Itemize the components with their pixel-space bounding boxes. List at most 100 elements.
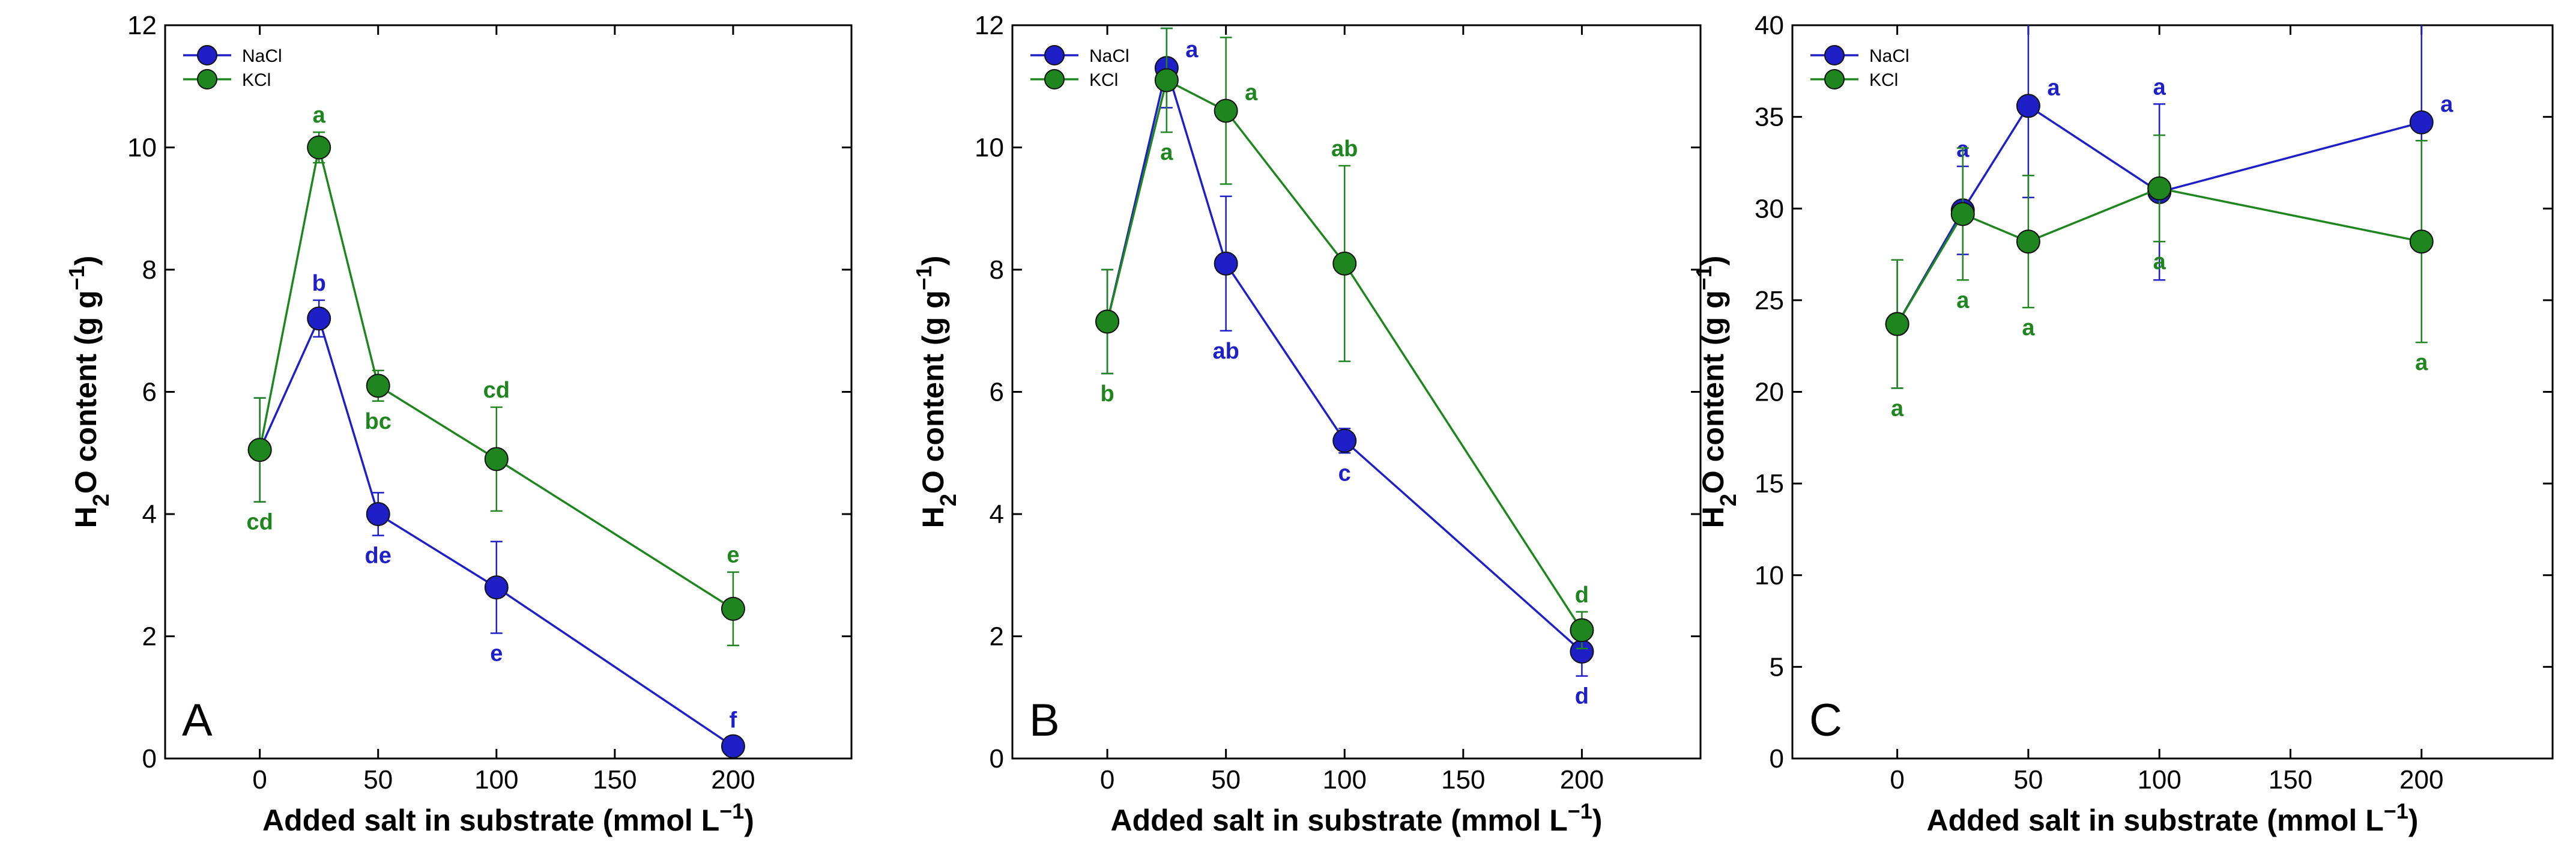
- legend-marker-NaCl: [197, 45, 217, 65]
- data-point-NaCl: [1214, 251, 1238, 276]
- data-point-KCl: [721, 596, 745, 621]
- y-tick-label: 4: [142, 500, 157, 529]
- y-tick-label: 25: [1755, 286, 1784, 315]
- legend-label-NaCl: NaCl: [1089, 46, 1129, 66]
- data-point-KCl: [2409, 229, 2434, 254]
- legend: NaCl KCl: [1030, 45, 1129, 90]
- significance-letter: a: [2440, 92, 2454, 117]
- data-point-KCl: [1154, 68, 1179, 92]
- y-axis-title: H2O content (g g−1): [1692, 256, 1742, 528]
- plot-frame: [1011, 24, 1702, 760]
- panel-letter: C: [1809, 695, 1842, 746]
- legend-marker-KCl: [197, 69, 217, 89]
- x-axis-title: Added salt in substrate (mmol L−1): [1111, 799, 1603, 838]
- y-tick-label: 4: [990, 500, 1004, 529]
- legend-marker-NaCl: [1824, 45, 1845, 65]
- y-tick-label: 0: [1770, 744, 1784, 774]
- series-KCl: b a a ab d: [1095, 27, 1594, 650]
- significance-letter: bc: [365, 409, 392, 434]
- x-tick-label: 100: [2137, 765, 2181, 795]
- x-tick-label: 150: [593, 765, 636, 795]
- data-point-NaCl: [366, 502, 390, 526]
- significance-letter: a: [313, 103, 326, 128]
- significance-letter: a: [1160, 140, 1173, 165]
- x-tick-label: 50: [2013, 765, 2043, 795]
- significance-letter: d: [1575, 684, 1589, 709]
- significance-letter: a: [1956, 288, 1970, 313]
- legend-label-NaCl: NaCl: [242, 46, 282, 66]
- x-tick-label: 100: [474, 765, 518, 795]
- x-tick-label: 0: [1100, 765, 1114, 795]
- significance-letter: a: [2022, 315, 2035, 341]
- y-tick-label: 40: [1755, 11, 1784, 40]
- significance-letter: e: [490, 641, 503, 666]
- significance-letter: c: [1338, 461, 1351, 486]
- data-point-KCl: [1214, 98, 1238, 123]
- y-tick-label: 10: [975, 133, 1004, 163]
- y-tick-label: 8: [990, 255, 1004, 285]
- significance-letter: a: [2153, 74, 2166, 100]
- significance-letter: a: [2153, 249, 2166, 274]
- data-point-KCl: [1885, 312, 1909, 336]
- data-point-KCl: [2016, 229, 2040, 254]
- data-point-KCl: [2147, 176, 2172, 201]
- x-axis-title: Added salt in substrate (mmol L−1): [262, 799, 754, 838]
- y-tick-label: 0: [990, 744, 1004, 774]
- x-tick-label: 150: [2269, 765, 2312, 795]
- significance-letter: de: [365, 544, 392, 569]
- y-tick-label: 10: [1755, 561, 1784, 590]
- series-KCl: cd a bc cd e: [246, 103, 745, 647]
- data-point-KCl: [1095, 309, 1120, 334]
- y-tick-label: 12: [975, 11, 1004, 40]
- y-tick-label: 20: [1755, 378, 1784, 407]
- y-tick-label: 30: [1755, 194, 1784, 223]
- y-axis-title: H2O content (g g−1): [912, 256, 962, 528]
- data-point-NaCl: [1332, 428, 1357, 453]
- plot-frame: [1791, 24, 2554, 760]
- panel-letter: B: [1029, 695, 1060, 746]
- data-point-KCl: [307, 135, 331, 160]
- significance-letter: b: [1100, 381, 1114, 407]
- significance-letter: b: [312, 271, 326, 296]
- x-tick-label: 0: [252, 765, 267, 795]
- significance-letter: f: [730, 707, 737, 733]
- chart-panel-C: 0 5 10 15 20 25 30 35 40 0 50 100 150 200 Added salt i…: [1692, 11, 2554, 838]
- significance-letter: d: [1575, 583, 1589, 608]
- chart-panel-B: 0 2 4 6 8 10 12 0 50 100 150 200 Added salt in subst…: [912, 11, 1702, 838]
- y-tick-label: 6: [990, 378, 1004, 407]
- x-tick-label: 50: [363, 765, 393, 795]
- significance-letter: cd: [246, 510, 273, 535]
- legend-marker-KCl: [1044, 69, 1065, 89]
- data-point-KCl: [247, 438, 272, 462]
- x-tick-label: 200: [711, 765, 755, 795]
- y-tick-label: 6: [142, 378, 157, 407]
- legend-label-NaCl: NaCl: [1869, 46, 1909, 66]
- significance-letter: a: [1891, 396, 1904, 421]
- significance-letter: a: [1245, 80, 1258, 105]
- chart-panel-A: 0 2 4 6 8 10 12 0 50 100 150 200 Added salt in subst…: [64, 11, 853, 838]
- data-point-NaCl: [2016, 94, 2040, 118]
- data-point-KCl: [1332, 251, 1357, 276]
- y-tick-label: 12: [127, 11, 157, 40]
- series-KCl: a a a a a: [1885, 134, 2434, 421]
- x-tick-label: 200: [2399, 765, 2443, 795]
- y-tick-label: 2: [142, 622, 157, 652]
- y-tick-label: 10: [127, 133, 157, 163]
- x-tick-label: 150: [1441, 765, 1485, 795]
- data-point-NaCl: [484, 575, 509, 600]
- legend: NaCl KCl: [1810, 45, 1909, 90]
- data-point-KCl: [1950, 202, 1975, 226]
- significance-letter: cd: [483, 378, 510, 403]
- data-point-NaCl: [307, 306, 331, 331]
- y-axis-title: H2O content (g g−1): [64, 256, 115, 528]
- data-point-KCl: [484, 447, 509, 471]
- legend-marker-NaCl: [1044, 45, 1065, 65]
- y-tick-label: 35: [1755, 103, 1784, 132]
- significance-letter: ab: [1212, 339, 1239, 364]
- panel-letter: A: [182, 695, 213, 746]
- x-axis-title: Added salt in substrate (mmol L−1): [1927, 799, 2419, 838]
- legend-label-KCl: KCl: [1869, 70, 1898, 90]
- x-tick-label: 200: [1560, 765, 1604, 795]
